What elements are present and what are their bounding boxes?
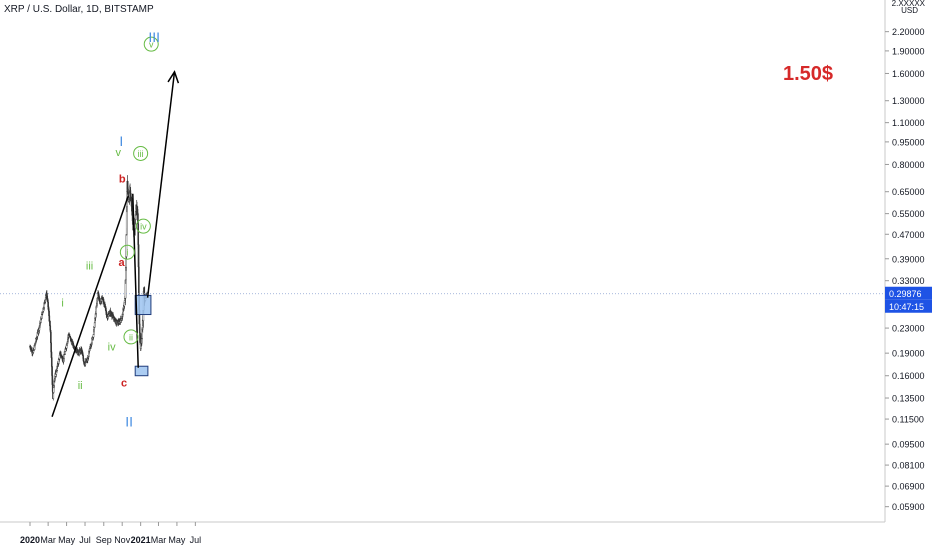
wave-label: i [126,248,128,258]
candle-body [51,375,54,385]
price-tick-label: 1.10000 [892,118,925,128]
wave-circle [133,145,149,161]
time-tick-label: Sep [96,535,112,545]
target-zone-box [134,365,149,377]
time-tick-label: Mar [151,535,167,545]
wave-label: a [119,257,126,269]
wave-circle [143,36,159,52]
price-tick-label: 0.05900 [892,502,925,512]
wave-label: i [61,297,63,309]
wave-circle [119,244,135,260]
wave-label: v [116,147,122,159]
price-tick-label: 0.06900 [892,482,925,492]
wave-label: II [125,414,133,430]
wave-label: III [148,29,160,45]
time-tick-label: Nov [114,535,131,545]
price-tick-label: 0.55000 [892,209,925,219]
price-tick-label: 0.09500 [892,440,925,450]
price-tick-label: 0.39000 [892,254,925,264]
price-tick-label: 0.23000 [892,324,925,334]
candle-body [51,366,53,376]
candles [29,175,149,401]
candle-body [50,351,53,358]
price-tag-value: 0.29876 [889,289,922,299]
price-tag-bg [885,286,932,300]
time-tick-label: Mar [40,535,56,545]
last-price-tag: 0.29876 10:47:15 [885,286,932,313]
time-axis-ticks: 2020 Mar May Jul Sep Nov 2021 Mar May Jul [20,522,201,545]
current-zone-box [134,294,152,316]
time-tick-label: Jul [79,535,91,545]
time-tick-label: May [58,535,76,545]
candle-body [47,299,49,303]
price-tick-label: 0.65000 [892,187,925,197]
time-tick-label: Jul [190,535,202,545]
wave-label: ii [78,380,83,392]
projection-arrow-line [146,71,176,298]
currency-label: 2.XXXXX [892,0,926,8]
candle-body [104,306,107,309]
countdown-value: 10:47:15 [889,302,924,312]
price-axis-ticks: 2.20000 1.90000 1.60000 1.30000 1.10000 0.950… [885,0,926,512]
trend-line [51,195,129,418]
wave-label: ii [129,332,133,342]
price-tick-label: 0.80000 [892,160,925,170]
time-tick-label: 2020 [20,535,40,545]
price-tick-label: 0.95000 [892,137,925,147]
price-tick-label: 0.33000 [892,276,925,286]
price-tick-label: 0.19000 [892,349,925,359]
countdown-bg [885,299,932,313]
price-tick-label: 2.20000 [892,27,925,37]
wave-label: b [119,173,126,185]
time-tick-label: May [168,535,186,545]
candle-body [123,302,126,307]
target-price-label: 1.50$ [783,63,833,85]
price-tick-label: 0.16000 [892,371,925,381]
price-tick-label: 1.90000 [892,46,925,56]
wave-label: iii [86,261,93,273]
price-tick-label: 1.30000 [892,96,925,106]
arrow-head [167,70,180,84]
currency-unit-label: USD [901,6,918,15]
time-tick-label: 2021 [131,535,151,545]
wave-label: iv [108,341,116,353]
wave-label: v [149,40,154,50]
wave-label: I [119,133,123,149]
price-tick-label: 0.11500 [892,415,924,425]
wave-circle [135,218,151,234]
wave-circle [123,329,139,345]
price-tick-label: 0.47000 [892,230,925,240]
price-tick-label: 0.08100 [892,461,925,471]
wave-label: iii [138,149,144,159]
price-tick-label: 1.60000 [892,69,925,79]
chart-title: XRP / U.S. Dollar, 1D, BITSTAMP [4,4,154,15]
candle-body [95,307,98,314]
price-tick-label: 0.13500 [892,394,925,404]
candle-body [93,322,96,328]
wave-label: iv [140,222,147,232]
wave-label: c [121,377,127,389]
